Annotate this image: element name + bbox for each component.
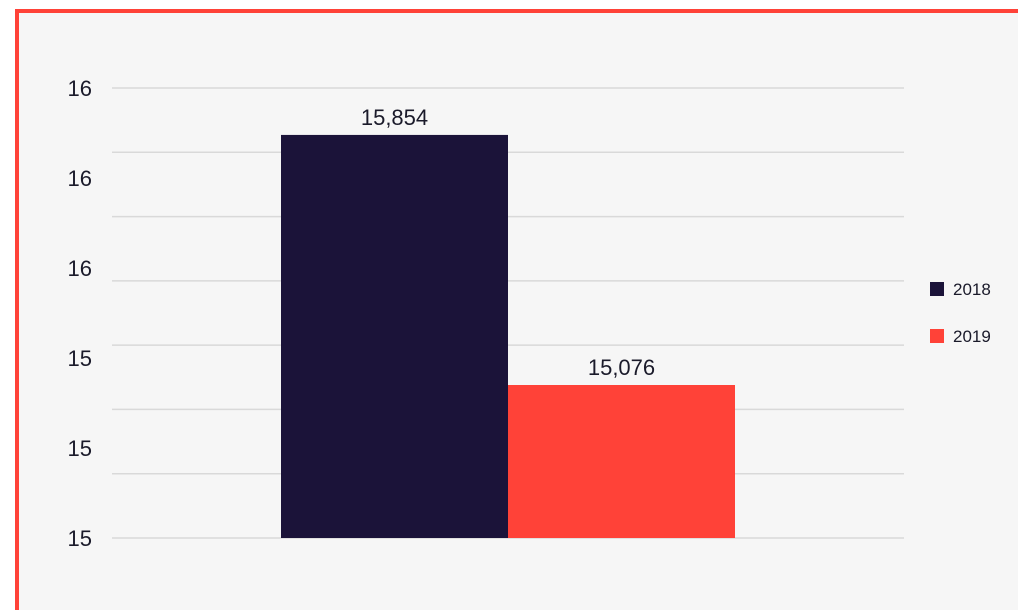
- legend-label-2019: 2019: [953, 327, 991, 346]
- bar-2018: [281, 134, 508, 538]
- data-labels: 15,854 15,076: [361, 105, 655, 380]
- y-tick-label: 15: [68, 526, 92, 551]
- legend-label-2018: 2018: [953, 280, 991, 299]
- bar-2019: [508, 385, 735, 538]
- y-axis-ticks: 16 16 16 15 15 15: [68, 76, 92, 551]
- legend: 2018 2019: [930, 280, 991, 346]
- y-tick-label: 16: [68, 256, 92, 281]
- y-tick-label: 16: [68, 76, 92, 101]
- bars: [281, 134, 735, 538]
- y-tick-label: 16: [68, 166, 92, 191]
- y-tick-label: 15: [68, 436, 92, 461]
- data-label-2018: 15,854: [361, 105, 428, 130]
- data-label-2019: 15,076: [588, 355, 655, 380]
- y-tick-label: 15: [68, 346, 92, 371]
- legend-swatch-2018: [930, 282, 944, 296]
- legend-swatch-2019: [930, 329, 944, 343]
